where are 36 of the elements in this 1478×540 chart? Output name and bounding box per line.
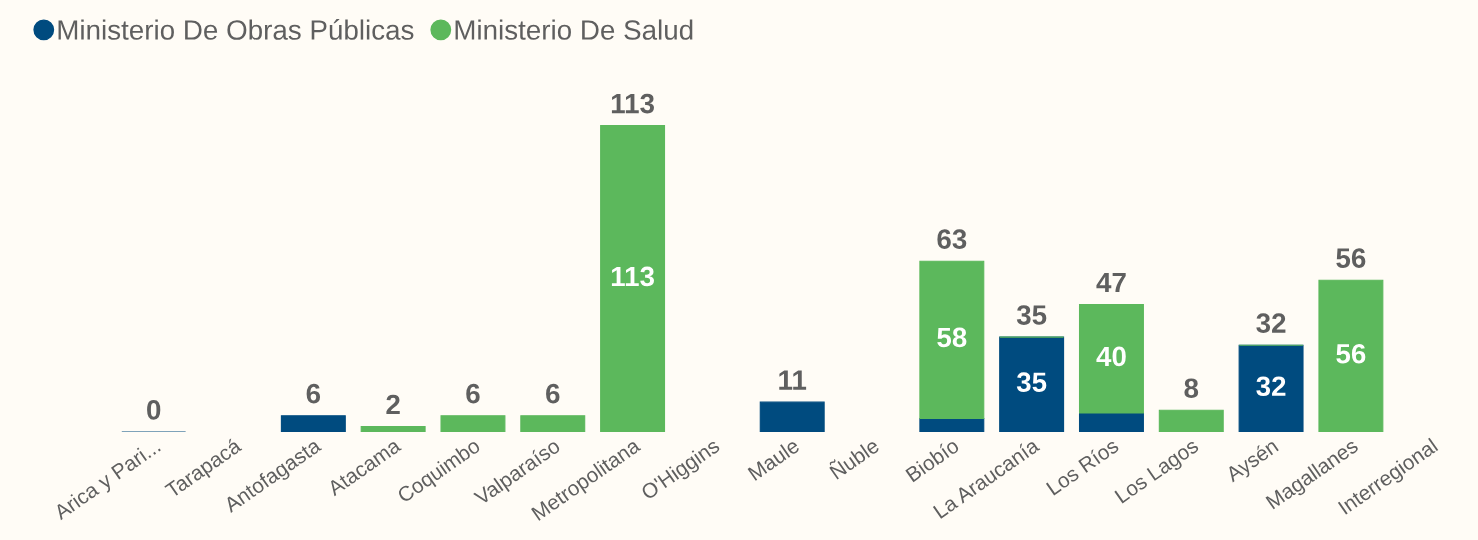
data-label: 56 (1336, 343, 1366, 364)
bar (280, 415, 346, 432)
bar (440, 415, 506, 432)
total-label: 6 (306, 383, 321, 404)
bar (1318, 279, 1384, 432)
data-label: 32 (1256, 376, 1286, 397)
bar (759, 401, 825, 432)
bar (999, 336, 1065, 432)
total-label: 47 (1096, 272, 1126, 293)
data-label: 35 (1016, 372, 1047, 393)
bar (520, 415, 586, 432)
bar (600, 125, 666, 432)
data-label: 58 (937, 327, 967, 348)
total-label: 6 (466, 383, 480, 404)
total-label: 11 (779, 370, 807, 390)
data-label: 113 (611, 266, 654, 287)
total-label: 2 (386, 394, 400, 415)
total-label: 113 (611, 93, 654, 114)
bar (1158, 409, 1224, 432)
total-label: 35 (1016, 305, 1047, 325)
x-tick-label: Arica y Pari... (52, 437, 164, 524)
bar (919, 260, 985, 420)
total-label: 32 (1256, 313, 1286, 334)
total-label: 0 (147, 400, 161, 420)
bar (919, 417, 985, 432)
total-label: 8 (1184, 378, 1199, 399)
bar (360, 426, 426, 432)
data-label: 40 (1096, 346, 1126, 367)
total-label: 63 (937, 229, 967, 249)
bar (1238, 344, 1304, 432)
total-label: 56 (1336, 248, 1366, 268)
bar (1078, 304, 1144, 414)
legend-label: Ministerio De Obras Públicas (58, 19, 414, 40)
total-label: 6 (546, 383, 560, 404)
legend-label: Ministerio De Salud (455, 19, 693, 40)
bar (1078, 412, 1144, 432)
